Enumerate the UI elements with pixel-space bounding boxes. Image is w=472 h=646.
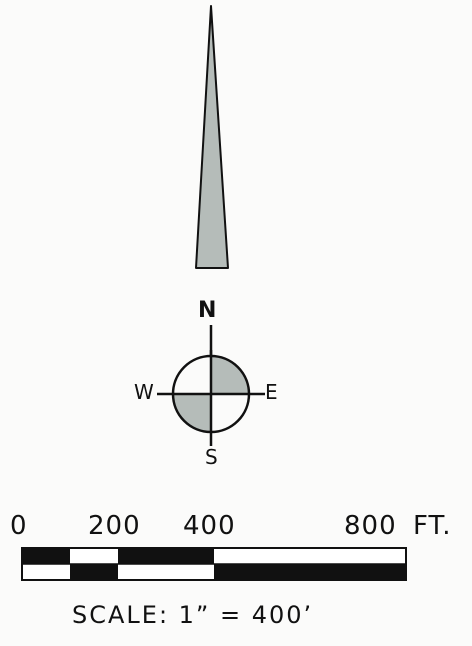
compass-sw-quadrant xyxy=(173,394,211,432)
compass-east-label: E xyxy=(265,380,278,404)
scale-seg-bottom-2 xyxy=(70,564,118,580)
scale-caption: SCALE: 1” = 400’ xyxy=(72,601,314,629)
compass-ne-quadrant xyxy=(211,356,249,394)
compass-rose xyxy=(157,350,265,446)
scale-seg-top-3 xyxy=(118,548,214,564)
scale-tick-800: 800 xyxy=(344,511,397,541)
compass-south-label: S xyxy=(205,445,218,469)
scale-tick-400: 400 xyxy=(183,511,236,541)
scale-seg-bottom-4 xyxy=(214,564,406,580)
scale-seg-top-1 xyxy=(22,548,70,564)
scale-unit-label: FT. xyxy=(413,511,452,541)
compass-west-label: W xyxy=(134,380,154,404)
north-arrow-needle xyxy=(195,5,229,269)
scale-tick-200: 200 xyxy=(88,511,141,541)
north-arrow-label: N xyxy=(198,298,217,323)
scale-bar xyxy=(21,547,407,581)
scale-tick-0: 0 xyxy=(10,511,28,541)
